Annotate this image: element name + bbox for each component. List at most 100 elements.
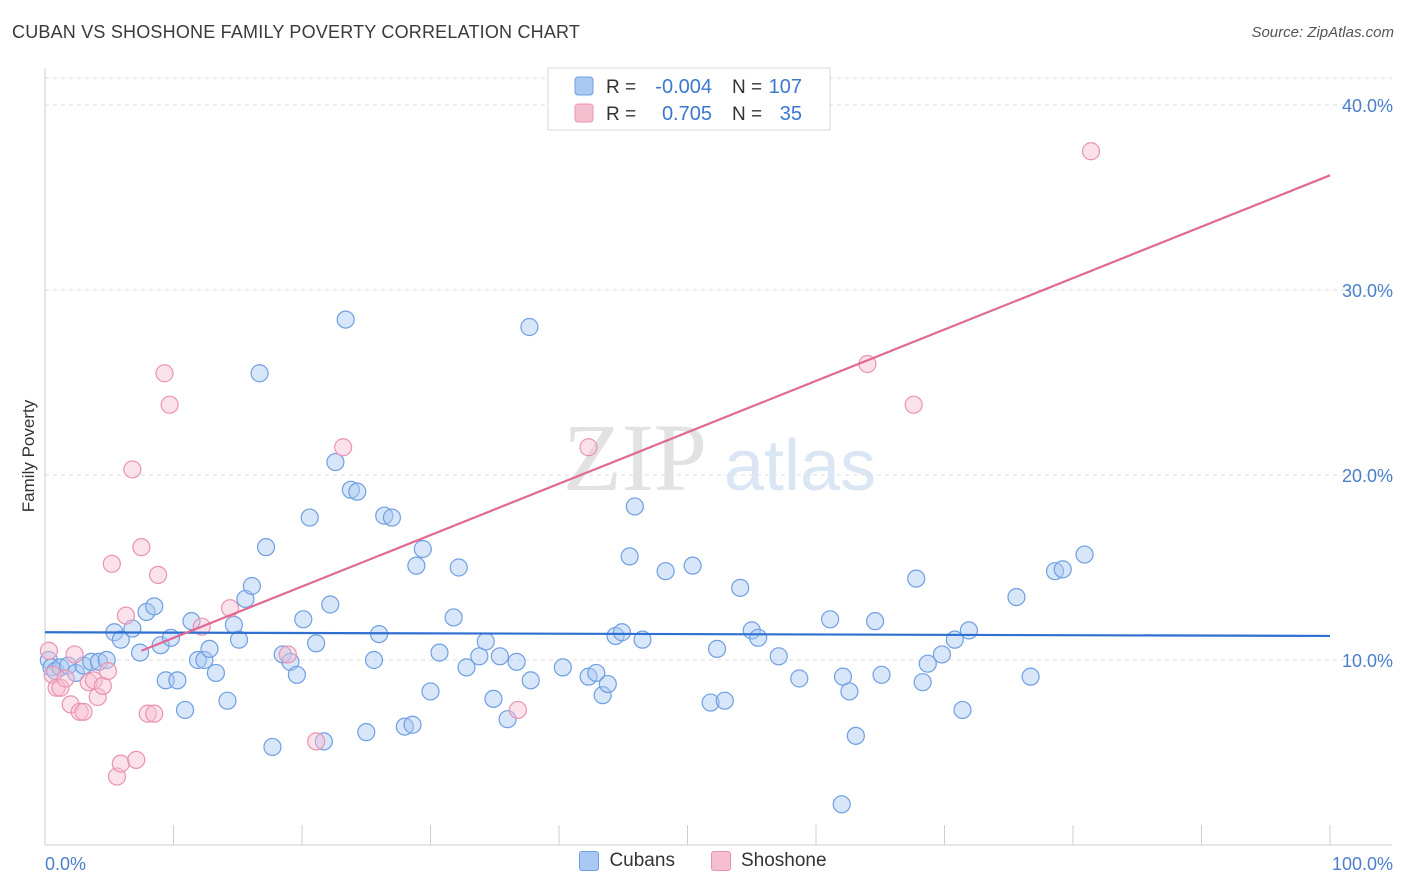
point-cubans — [1021, 667, 1040, 686]
point-cubans — [707, 639, 727, 659]
point-shoshone — [145, 704, 164, 723]
trend-layer — [44, 174, 1331, 652]
point-shoshone — [88, 687, 107, 707]
point-cubans — [444, 608, 463, 627]
y-axis-label: Family Poverty — [19, 399, 38, 512]
point-shoshone — [51, 678, 70, 697]
point-cubans — [200, 639, 219, 659]
trend-line-cubans — [44, 631, 1331, 638]
point-shoshone — [132, 538, 151, 557]
point-cubans — [832, 795, 851, 814]
point-shoshone — [116, 606, 136, 625]
point-cubans — [907, 569, 926, 588]
point-cubans — [866, 612, 885, 631]
watermark-zip: ZIP — [563, 404, 707, 511]
point-cubans — [168, 671, 187, 690]
point-cubans — [382, 508, 402, 527]
point-cubans — [307, 634, 326, 653]
point-cubans — [242, 576, 261, 596]
point-cubans — [701, 693, 720, 712]
point-cubans — [263, 737, 282, 757]
point-cubans — [250, 364, 269, 383]
point-cubans — [326, 452, 345, 472]
source-label: Source: ZipAtlas.com — [1251, 24, 1394, 41]
point-shoshone — [904, 395, 923, 414]
point-shoshone — [579, 438, 598, 457]
legend-n-label-shoshone: N = — [732, 104, 762, 125]
point-cubans — [314, 732, 333, 751]
point-cubans — [229, 630, 249, 649]
grid-layer — [45, 77, 1392, 661]
point-cubans — [66, 663, 85, 683]
point-shoshone — [148, 565, 168, 585]
point-cubans — [130, 643, 150, 662]
point-cubans — [175, 700, 195, 720]
point-cubans — [273, 645, 292, 664]
point-cubans — [521, 671, 540, 690]
point-cubans — [476, 632, 495, 651]
point-cubans — [553, 658, 572, 677]
point-cubans — [953, 700, 972, 720]
point-cubans — [218, 691, 237, 710]
point-cubans — [612, 623, 632, 642]
tick-label-layer: 10.0% 20.0% 30.0% 40.0% 0.0% 100.0% — [45, 96, 1393, 874]
point-shoshone — [278, 645, 297, 664]
point-cubans — [918, 654, 937, 673]
series-shoshone-points — [39, 142, 1101, 786]
legend-top: R = -0.004 N = 107 R = 0.705 N = 35 — [547, 67, 831, 131]
legend-bottom: Cubans Shoshone — [0, 850, 1406, 872]
point-cubans — [913, 673, 932, 692]
point-cubans — [498, 710, 517, 729]
point-cubans — [959, 621, 979, 640]
point-cubans — [407, 556, 426, 575]
legend-r-label-shoshone: R = — [606, 104, 636, 125]
point-shoshone — [307, 732, 326, 751]
y-tick-label: 10.0% — [1342, 651, 1393, 671]
point-cubans — [715, 691, 734, 710]
point-cubans — [846, 726, 865, 745]
point-cubans — [625, 497, 644, 516]
y-tick-label: 30.0% — [1342, 281, 1393, 301]
point-cubans — [587, 663, 606, 683]
legend-item-cubans: Cubans — [579, 850, 675, 872]
point-cubans — [633, 630, 652, 649]
y-tick-label: 20.0% — [1342, 466, 1393, 486]
legend-r-value-shoshone: 0.705 — [662, 103, 712, 125]
point-cubans — [364, 650, 384, 670]
point-cubans — [341, 480, 360, 499]
point-cubans — [821, 610, 840, 629]
point-cubans — [195, 650, 214, 670]
point-shoshone — [138, 704, 157, 723]
point-cubans — [287, 665, 306, 684]
point-shoshone — [70, 702, 89, 721]
legend-bottom-swatch-cubans — [579, 851, 600, 871]
point-cubans — [421, 682, 440, 701]
point-cubans — [1075, 545, 1094, 564]
point-cubans — [300, 508, 319, 527]
point-cubans — [321, 595, 340, 614]
point-cubans — [520, 317, 539, 337]
point-shoshone — [334, 438, 353, 457]
point-shoshone — [508, 700, 527, 720]
point-cubans — [348, 482, 367, 501]
legend-n-value-cubans: 107 — [769, 76, 802, 98]
point-cubans — [413, 539, 432, 559]
watermark-atlas: atlas — [724, 426, 876, 506]
point-cubans — [790, 669, 809, 688]
point-shoshone — [98, 661, 118, 681]
point-cubans — [507, 652, 526, 671]
legend-r-value-cubans: -0.004 — [655, 76, 712, 98]
y-tick-label: 40.0% — [1342, 96, 1393, 116]
point-cubans — [206, 663, 226, 683]
x-tick-label-max: 100.0% — [1332, 854, 1393, 874]
point-cubans — [620, 547, 639, 566]
point-shoshone — [39, 641, 58, 660]
point-shoshone — [56, 669, 75, 688]
legend-bottom-swatch-shoshone — [710, 851, 731, 871]
point-cubans — [731, 578, 750, 597]
point-cubans — [82, 652, 101, 671]
legend-n-value-shoshone: 35 — [780, 103, 802, 125]
point-cubans — [357, 723, 376, 742]
point-cubans — [430, 643, 449, 662]
point-shoshone — [65, 645, 84, 664]
